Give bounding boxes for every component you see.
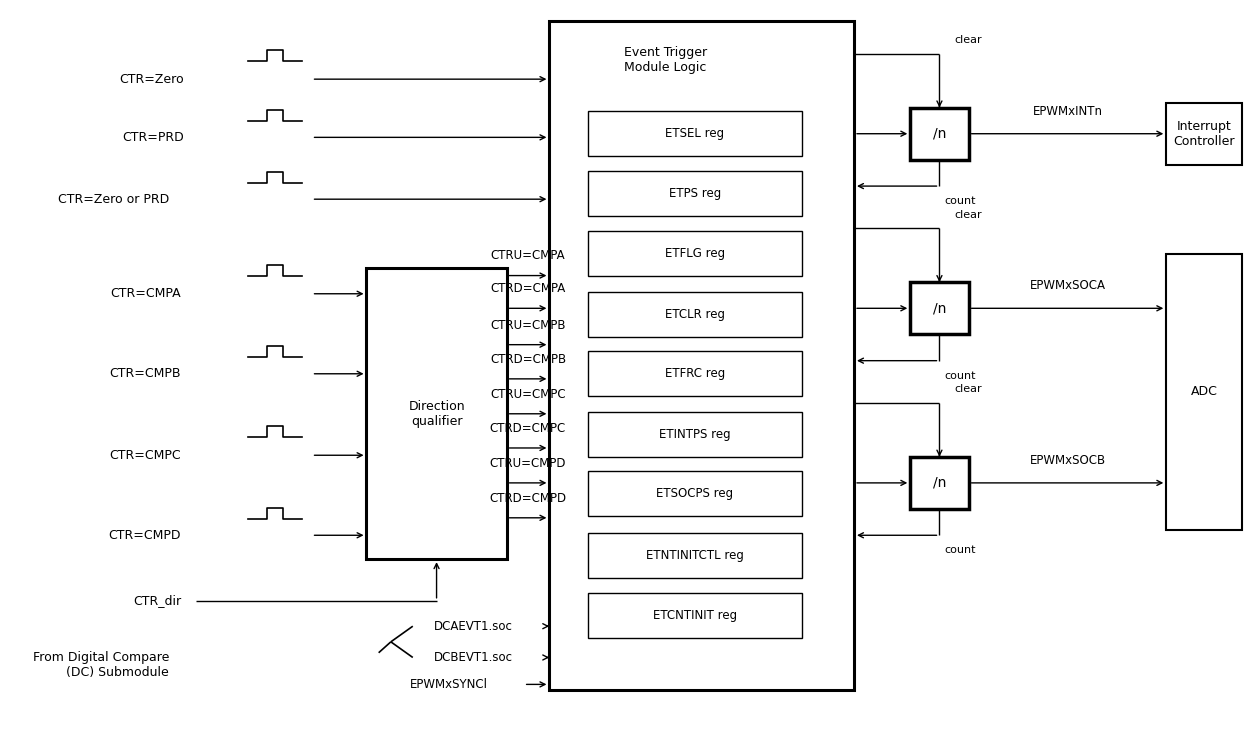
Text: CTRD=CMPA: CTRD=CMPA: [490, 282, 566, 295]
Bar: [367, 268, 506, 559]
Bar: [1166, 103, 1242, 165]
Text: CTRU=CMPB: CTRU=CMPB: [490, 319, 566, 331]
Text: EPWMxSOCA: EPWMxSOCA: [1030, 279, 1105, 292]
Text: ETSEL reg: ETSEL reg: [666, 128, 725, 140]
Text: EPWMxINTn: EPWMxINTn: [1033, 105, 1102, 118]
Text: ETSOCPS reg: ETSOCPS reg: [656, 487, 733, 501]
Bar: [910, 457, 969, 509]
Text: CTR_dir: CTR_dir: [133, 594, 181, 607]
Text: ETFLG reg: ETFLG reg: [665, 247, 725, 260]
Text: CTR=Zero: CTR=Zero: [118, 73, 183, 86]
Text: DCBEVT1.soc: DCBEVT1.soc: [434, 651, 513, 664]
Text: CTRU=CMPD: CTRU=CMPD: [490, 457, 566, 470]
Bar: [589, 351, 802, 397]
Text: ETCLR reg: ETCLR reg: [665, 308, 725, 320]
Text: ETNTINITCTL reg: ETNTINITCTL reg: [646, 549, 744, 562]
Bar: [589, 593, 802, 638]
Bar: [589, 292, 802, 336]
Text: EPWMxSOCB: EPWMxSOCB: [1029, 454, 1106, 467]
Bar: [910, 282, 969, 334]
Text: CTR=CMPA: CTR=CMPA: [111, 287, 181, 301]
Text: CTR=Zero or PRD: CTR=Zero or PRD: [57, 193, 170, 206]
Text: DCAEVT1.soc: DCAEVT1.soc: [434, 619, 513, 633]
Text: ETFRC reg: ETFRC reg: [665, 367, 726, 380]
Text: CTR=PRD: CTR=PRD: [122, 131, 183, 144]
Text: /n: /n: [933, 476, 946, 490]
Text: CTRD=CMPD: CTRD=CMPD: [489, 492, 566, 505]
Text: CTR=CMPB: CTR=CMPB: [110, 367, 181, 380]
Text: ETINTPS reg: ETINTPS reg: [660, 427, 731, 441]
Text: Event Trigger
Module Logic: Event Trigger Module Logic: [624, 46, 707, 75]
Text: CTRU=CMPA: CTRU=CMPA: [490, 249, 565, 262]
Bar: [1166, 254, 1242, 530]
Bar: [589, 171, 802, 216]
Text: Interrupt
Controller: Interrupt Controller: [1173, 119, 1235, 148]
Text: EPWMxSYNCl: EPWMxSYNCl: [410, 678, 489, 691]
Bar: [589, 412, 802, 457]
Text: /n: /n: [933, 301, 946, 315]
Bar: [550, 21, 854, 690]
Text: clear: clear: [954, 210, 981, 220]
Bar: [589, 231, 802, 276]
Text: CTRD=CMPB: CTRD=CMPB: [490, 353, 566, 366]
Text: count: count: [944, 545, 976, 556]
Text: From Digital Compare
(DC) Submodule: From Digital Compare (DC) Submodule: [32, 651, 170, 679]
Text: CTR=CMPD: CTR=CMPD: [108, 528, 181, 542]
Text: CTRD=CMPC: CTRD=CMPC: [490, 422, 566, 435]
Text: /n: /n: [933, 127, 946, 141]
Text: CTRU=CMPC: CTRU=CMPC: [490, 388, 566, 401]
Text: clear: clear: [954, 384, 981, 394]
Bar: [589, 533, 802, 578]
Bar: [589, 471, 802, 516]
Text: Direction
qualifier: Direction qualifier: [408, 399, 465, 428]
Text: ETCNTINIT reg: ETCNTINIT reg: [653, 609, 737, 622]
Text: count: count: [944, 371, 976, 381]
Bar: [910, 108, 969, 160]
Text: ADC: ADC: [1191, 386, 1217, 399]
Text: ETPS reg: ETPS reg: [668, 187, 721, 200]
Text: CTR=CMPC: CTR=CMPC: [110, 449, 181, 462]
Text: clear: clear: [954, 35, 981, 45]
Bar: [589, 111, 802, 156]
Text: count: count: [944, 196, 976, 206]
